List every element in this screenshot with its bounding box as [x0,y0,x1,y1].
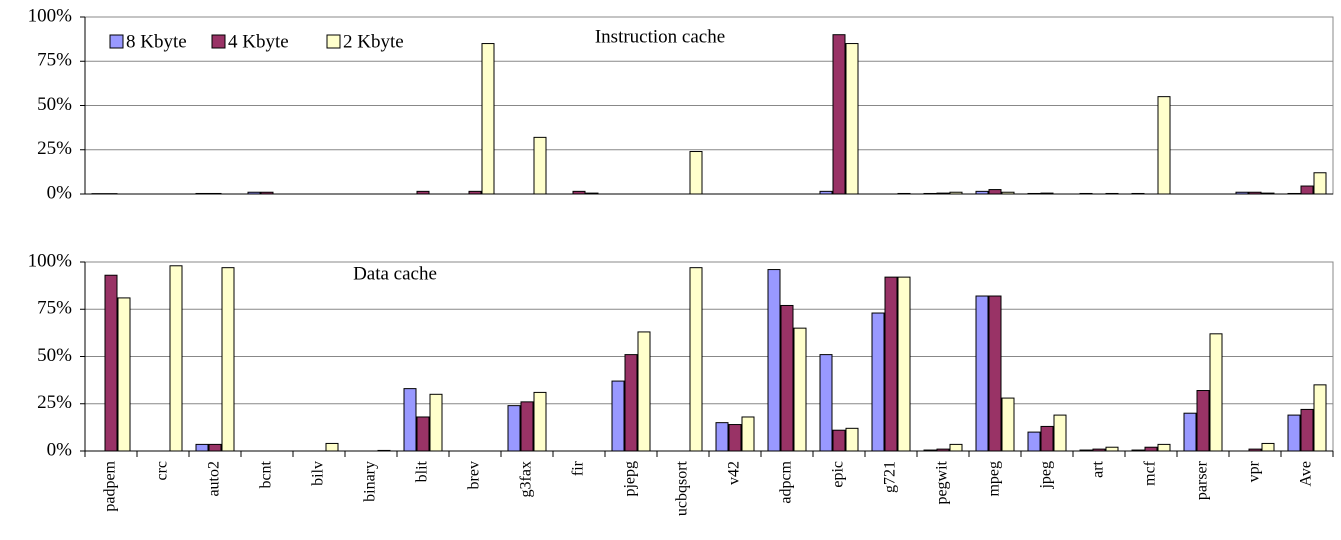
bar [1209,333,1223,452]
bar [1157,443,1171,452]
x-tick-label: binary [362,461,379,502]
x-tick-label: v42 [726,461,743,485]
bar [832,34,846,195]
legend-swatch [109,34,124,49]
bar [793,327,807,452]
chart-title: Data cache [353,263,437,284]
bar [741,416,755,452]
y-tick-label: 25% [37,138,72,159]
x-tick-label: vpr [1246,460,1263,482]
bar [767,269,781,452]
bar [1196,390,1210,452]
legend-swatch [326,34,341,49]
x-tick-label: blit [414,460,431,482]
y-tick-label: 50% [37,345,72,366]
bar [325,442,339,452]
legend-label: 2 Kbyte [343,31,404,52]
y-tick-label: 25% [37,392,72,413]
x-tick-label: padpem [102,460,119,511]
bar [1300,185,1314,195]
bar [481,43,495,195]
bar [845,427,859,452]
bar [507,405,521,452]
bar [1313,384,1327,452]
bar [1040,425,1054,452]
bar [819,354,833,452]
bar [1105,446,1119,452]
x-tick-label: pjepg [622,461,639,497]
bar [1300,408,1314,452]
bar [520,401,534,452]
x-tick-label: pegwit [934,460,951,504]
bar [845,43,859,195]
legend-swatch [211,34,226,49]
bar [637,331,651,452]
x-tick-label: mpeg [986,461,1003,497]
bar [533,136,547,195]
x-tick-label: parser [1194,460,1211,500]
x-tick-label: mcf [1142,460,1159,486]
y-tick-label: 0% [47,439,73,460]
chart-title: Instruction cache [595,26,725,47]
x-tick-label: ucbqsort [674,460,691,516]
bar [884,276,898,452]
bar [195,443,209,452]
bar [208,443,222,452]
y-tick-label: 75% [37,50,72,71]
x-tick-label: g3fax [518,461,535,497]
bar [1001,397,1015,452]
bar [728,424,742,452]
bar [403,388,417,452]
x-tick-label: g721 [882,461,899,493]
bar [416,416,430,452]
x-tick-label: brev [466,461,483,489]
bar [832,429,846,452]
x-tick-label: adpcm [778,460,795,503]
bar [988,189,1002,195]
bar [1027,431,1041,452]
bar [949,443,963,452]
bar [1053,414,1067,452]
bar [689,267,703,452]
bar [1144,446,1158,452]
legend-label: 8 Kbyte [126,31,187,52]
x-tick-label: fir [570,460,587,476]
y-tick-label: 50% [37,94,72,115]
bar [429,393,443,452]
x-tick-label: auto2 [206,461,223,497]
bar [611,380,625,452]
bar [988,295,1002,452]
x-tick-label: bcnt [258,460,275,488]
y-tick-label: 75% [37,298,72,319]
bar [1313,172,1327,195]
bar [624,354,638,452]
bar [1183,412,1197,452]
bar [117,297,131,452]
bar [1287,414,1301,452]
bar [533,391,547,452]
y-tick-label: 100% [28,5,73,26]
bar [871,312,885,452]
x-tick-label: bilv [310,461,327,486]
y-tick-label: 100% [28,250,73,271]
bar [715,422,729,452]
bar [897,276,911,452]
legend-label: 4 Kbyte [228,31,289,52]
y-tick-label: 0% [47,182,73,203]
x-tick-label: crc [154,461,171,481]
bar [689,151,703,195]
x-tick-label: jpeg [1038,461,1055,490]
bar [780,304,794,452]
bar [169,265,183,452]
x-tick-label: art [1090,460,1107,477]
x-tick-label: Ave [1298,461,1315,486]
bar [1157,96,1171,195]
x-tick-label: epic [830,461,847,488]
bar [104,274,118,452]
bar [1261,442,1275,452]
bar [975,295,989,452]
bar [221,267,235,452]
